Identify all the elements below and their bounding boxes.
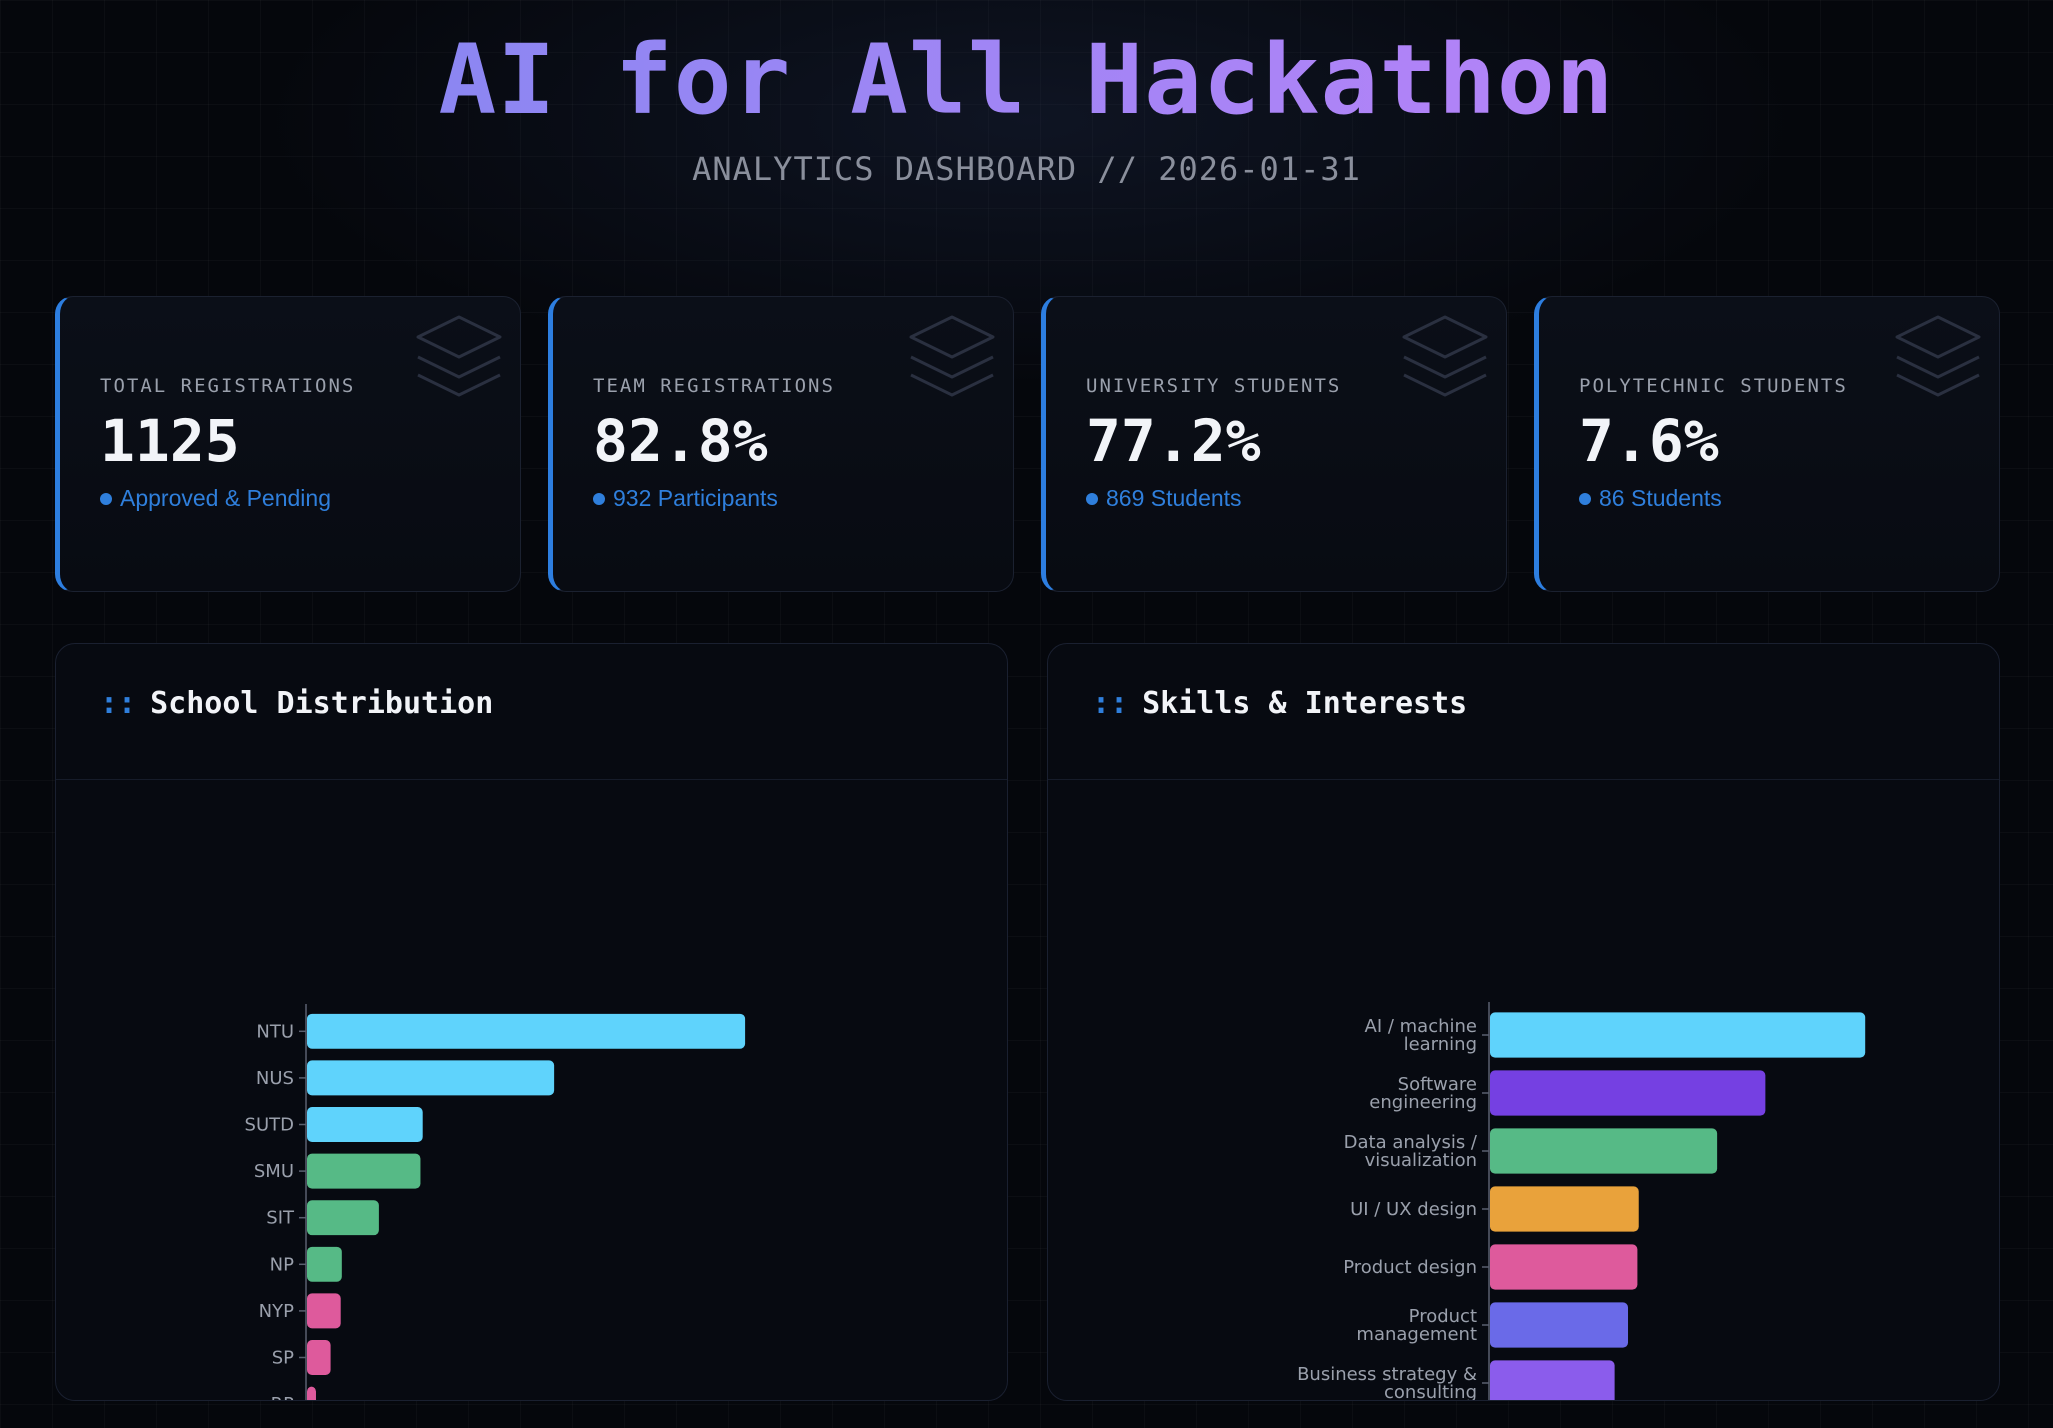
dashboard-header: AI for All Hackathon ANALYTICS DASHBOARD… [0, 0, 2053, 210]
stat-subtext: 932 Participants [593, 485, 778, 512]
bar[interactable] [1490, 1012, 1866, 1058]
layers-icon [1402, 315, 1488, 397]
layers-icon [416, 315, 502, 397]
bar[interactable] [307, 1340, 331, 1375]
stat-cards: TOTAL REGISTRATIONS 1125 Approved & Pend… [55, 296, 2001, 592]
category-tick-label: AI / machine learning [1365, 1016, 1477, 1055]
stat-label: POLYTECHNIC STUDENTS [1579, 375, 1848, 397]
layers-icon [909, 315, 995, 397]
stat-value: 1125 [100, 407, 240, 475]
stat-card-university-students: UNIVERSITY STUDENTS 77.2% 869 Students [1041, 296, 1507, 592]
bar[interactable] [307, 1200, 379, 1236]
panel-header: :: Skills & Interests [1048, 644, 1999, 780]
category-tick-label: Data analysis / visualization [1344, 1132, 1478, 1171]
stat-subtext-label: 869 Students [1106, 485, 1242, 511]
skills-interests-chart: AI / machine learning Software engineering D… [1297, 1002, 1866, 1400]
stat-card-team-registrations: TEAM REGISTRATIONS 82.8% 932 Participant… [548, 296, 1014, 592]
category-tick-label: Software engineering [1369, 1074, 1477, 1113]
stat-label: TOTAL REGISTRATIONS [100, 375, 356, 397]
stat-value: 77.2% [1086, 407, 1261, 475]
status-dot [100, 492, 112, 505]
category-tick-label: NYP [259, 1301, 294, 1322]
panel-title-prefix: :: [1092, 686, 1129, 721]
bar[interactable] [307, 1246, 342, 1282]
school-distribution-chart: NTUNUSSUTDSMUSITNPNYPSPRPSIM [245, 1004, 746, 1400]
stat-card-polytechnic-students: POLYTECHNIC STUDENTS 7.6% 86 Students [1534, 296, 2000, 592]
status-dot [1086, 492, 1098, 505]
category-tick-label: SMU [254, 1161, 294, 1182]
stat-subtext: Approved & Pending [100, 485, 331, 512]
stat-label: TEAM REGISTRATIONS [593, 375, 835, 397]
category-tick-label: SUTD [245, 1115, 294, 1136]
panel-title: :: School Distribution [100, 686, 493, 721]
bar[interactable] [307, 1386, 316, 1400]
bar[interactable] [1490, 1360, 1615, 1400]
bar[interactable] [1490, 1070, 1766, 1116]
category-tick-label: SIT [266, 1208, 295, 1229]
stat-value: 7.6% [1579, 407, 1719, 475]
bar[interactable] [307, 1060, 555, 1096]
panel-title-text: Skills & Interests [1142, 686, 1468, 721]
bar[interactable] [1490, 1244, 1638, 1290]
panel-title-prefix: :: [100, 686, 137, 721]
panel-title: :: Skills & Interests [1092, 686, 1467, 721]
stat-subtext: 869 Students [1086, 485, 1242, 512]
page-subtitle: ANALYTICS DASHBOARD // 2026-01-31 [692, 150, 1361, 188]
status-dot [593, 492, 605, 505]
category-tick-label: NTU [256, 1021, 294, 1042]
bar[interactable] [1490, 1186, 1639, 1232]
category-tick-label: SP [272, 1348, 294, 1369]
stat-label: UNIVERSITY STUDENTS [1086, 375, 1342, 397]
layers-icon [1895, 315, 1981, 397]
bar[interactable] [1490, 1128, 1718, 1174]
bar[interactable] [307, 1013, 746, 1049]
category-tick-label: Product management [1356, 1306, 1477, 1345]
panel-title-text: School Distribution [150, 686, 494, 721]
stat-subtext-label: Approved & Pending [120, 485, 331, 511]
status-dot [1579, 492, 1591, 505]
category-tick-label: RP [271, 1394, 295, 1400]
bar[interactable] [307, 1293, 341, 1329]
category-tick-label: NP [270, 1254, 294, 1275]
stat-card-total-registrations: TOTAL REGISTRATIONS 1125 Approved & Pend… [55, 296, 521, 592]
category-tick-label: Business strategy & consulting [1297, 1364, 1477, 1400]
category-tick-label: NUS [256, 1068, 294, 1089]
stat-subtext: 86 Students [1579, 485, 1722, 512]
bar[interactable] [1490, 1302, 1629, 1348]
stat-value: 82.8% [593, 407, 768, 475]
page-title: AI for All Hackathon [0, 20, 2053, 140]
stat-subtext-label: 86 Students [1599, 485, 1722, 511]
stat-subtext-label: 932 Participants [613, 485, 778, 511]
category-tick-label: Product design [1343, 1257, 1477, 1278]
skills-interests-panel: :: Skills & Interests AI / machine learnin… [1047, 643, 2000, 1401]
category-tick-label: UI / UX design [1350, 1199, 1477, 1220]
bar[interactable] [307, 1107, 423, 1142]
panel-header: :: School Distribution [56, 644, 1007, 780]
bar[interactable] [307, 1153, 421, 1189]
